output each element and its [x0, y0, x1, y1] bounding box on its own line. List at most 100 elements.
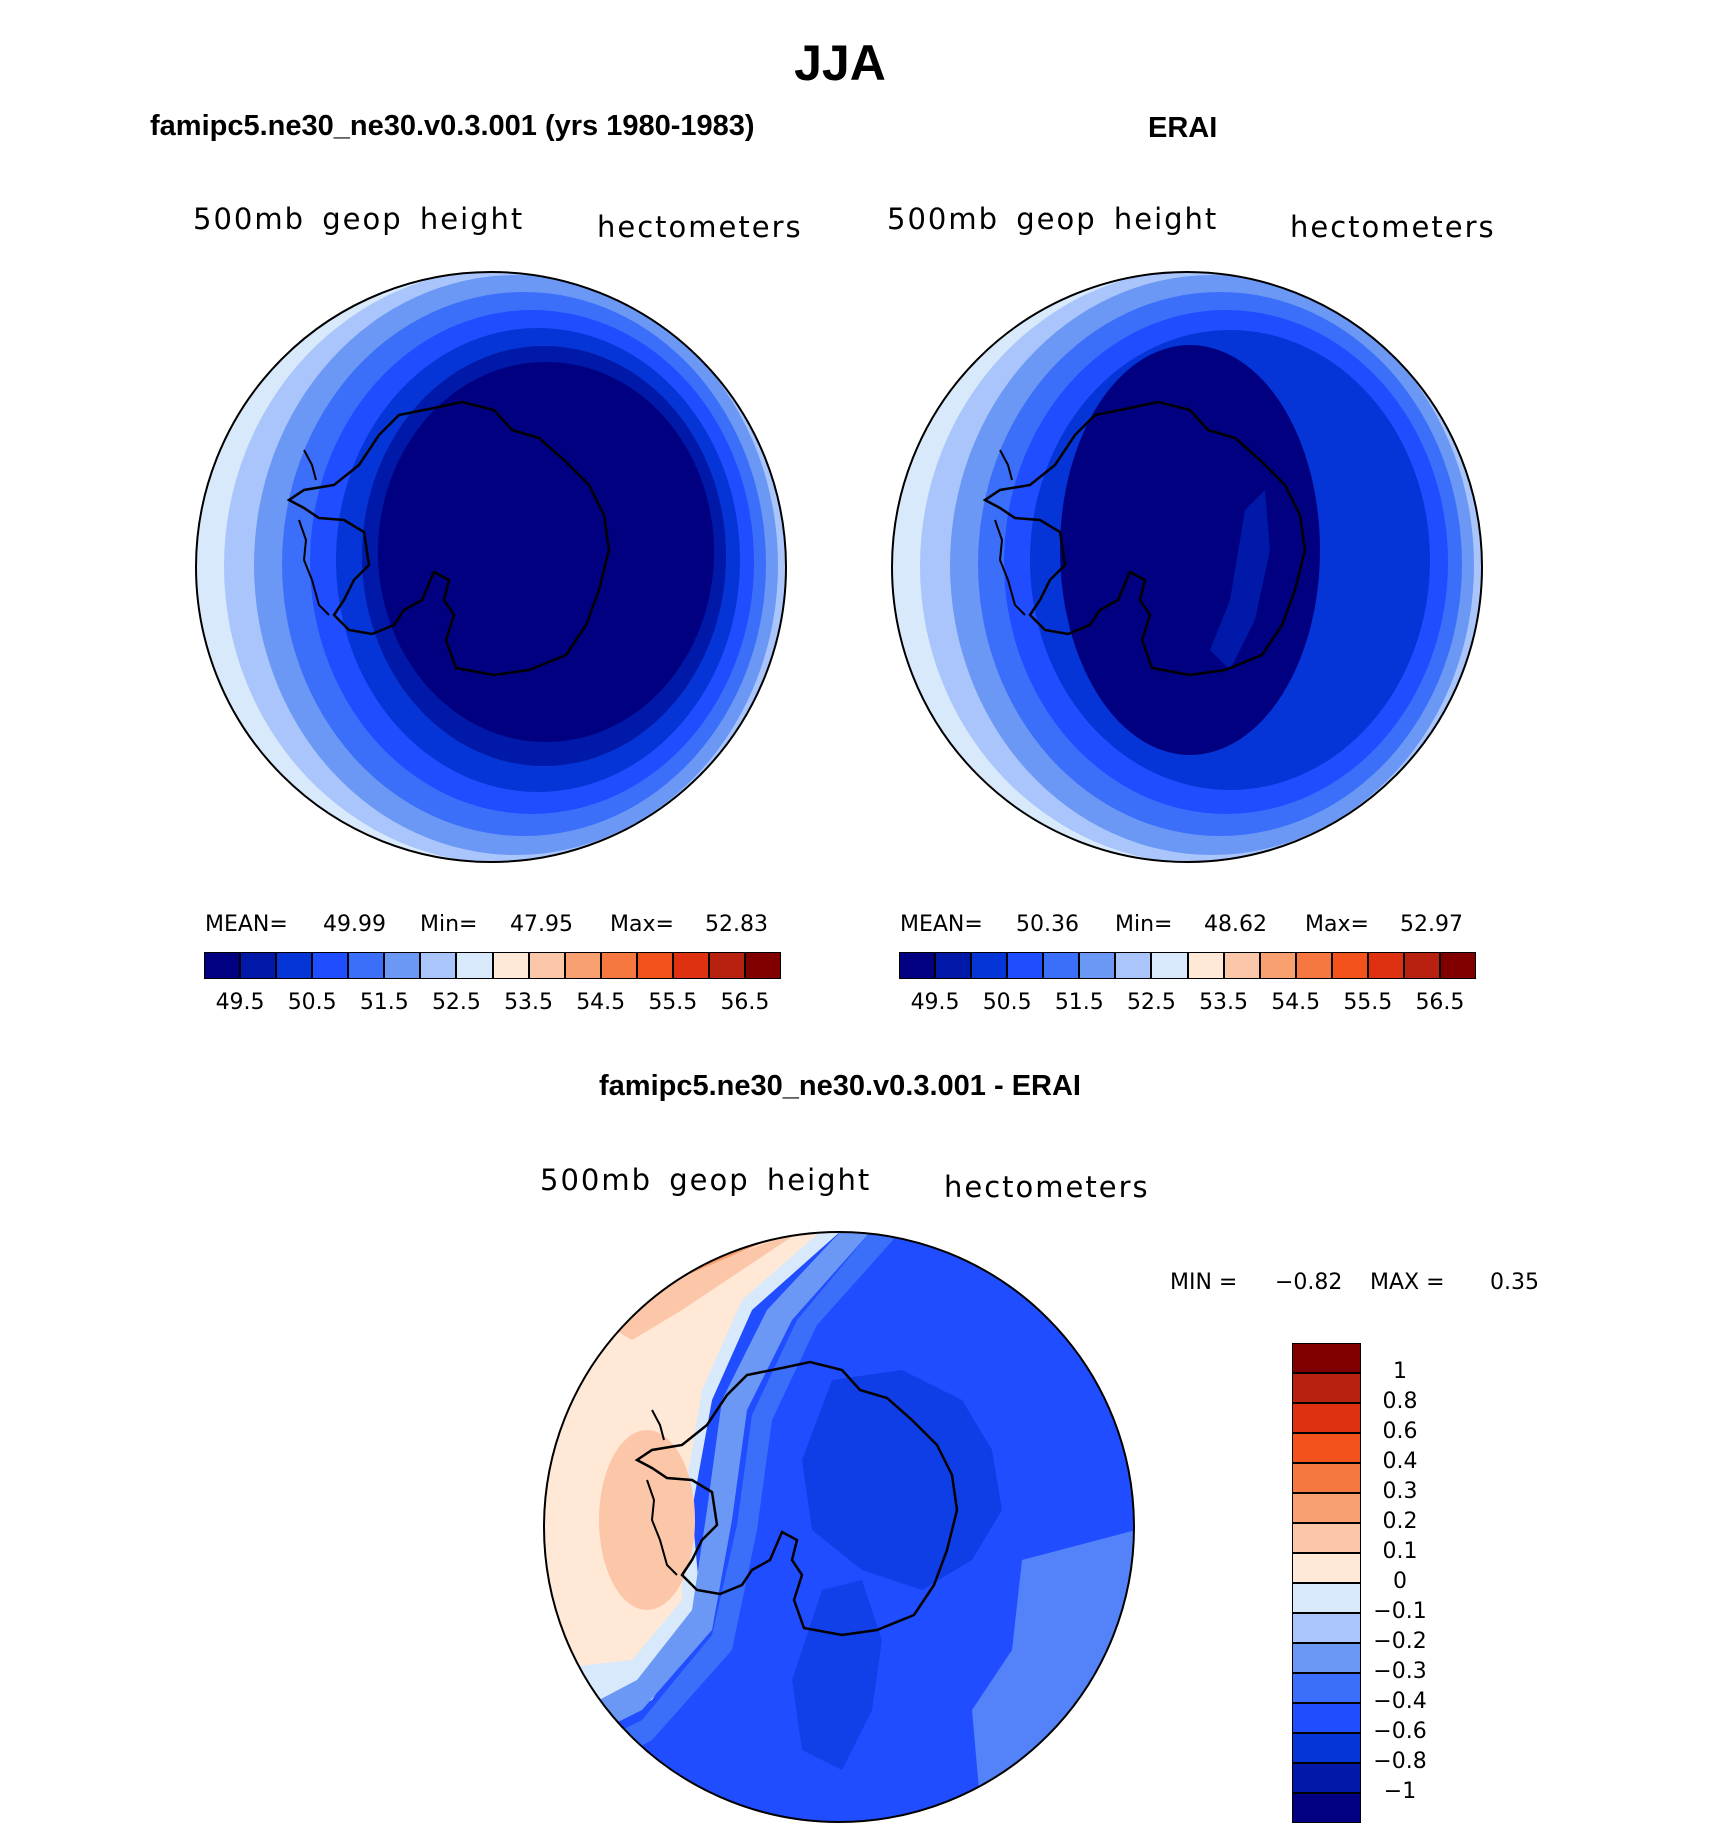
obs-units-label: hectometers [1290, 210, 1496, 244]
panel-model-header: famipc5.ne30_ne30.v0.3.001 (yrs 1980-198… [150, 110, 755, 142]
colorbar-tick-label: 0.1 [1382, 1539, 1418, 1564]
diff-min-label: MIN = [1170, 1270, 1238, 1295]
colorbar-swatch [708, 952, 745, 979]
diff-colorbar-ticks: 1 0.8 0.6 0.4 0.3 0.2 0.1 0 −0.1 −0.2 −0.3 −0.4 −0.6… [1370, 1343, 1470, 1823]
obs-mean-value: 50.36 [1016, 912, 1079, 937]
model-field-label: 500mb geop height [193, 202, 525, 236]
colorbar-swatch [1292, 1433, 1361, 1463]
colorbar-tick-label: 1 [1393, 1359, 1407, 1384]
colorbar-tick-label: −1 [1383, 1779, 1417, 1804]
model-stats: MEAN= 49.99 Min= 47.95 Max= 52.83 [205, 912, 785, 942]
colorbar-swatch [1292, 1643, 1361, 1673]
colorbar-swatch [1292, 1733, 1361, 1763]
page-title: JJA [794, 35, 886, 91]
obs-min-label: Min= [1115, 912, 1173, 937]
colorbar-swatch [1292, 1373, 1361, 1403]
colorbar-swatch [971, 952, 1008, 979]
colorbar-tick-label: 53.5 [1199, 990, 1249, 1015]
obs-min-value: 48.62 [1204, 912, 1267, 937]
colorbar-swatch [1292, 1553, 1361, 1583]
colorbar-swatch [1292, 1343, 1361, 1373]
colorbar-swatch [1367, 952, 1404, 979]
colorbar-swatch [564, 952, 601, 979]
model-mean-value: 49.99 [323, 912, 386, 937]
colorbar-swatch [1115, 952, 1152, 979]
colorbar-swatch [528, 952, 565, 979]
model-max-label: Max= [610, 912, 674, 937]
colorbar-tick-label: −0.4 [1373, 1689, 1427, 1714]
colorbar-tick-label: 51.5 [359, 990, 409, 1015]
diff-colorbar [1292, 1343, 1361, 1823]
colorbar-swatch [636, 952, 673, 979]
antarctica-coastline [982, 400, 1307, 677]
colorbar-tick-label: 0.8 [1382, 1389, 1418, 1414]
colorbar-tick-label: 53.5 [504, 990, 554, 1015]
obs-max-value: 52.97 [1400, 912, 1463, 937]
diff-field-label: 500mb geop height [540, 1163, 872, 1197]
colorbar-swatch [1079, 952, 1116, 979]
colorbar-swatch [312, 952, 349, 979]
diff-min-value: −0.82 [1275, 1270, 1343, 1295]
colorbar-swatch [348, 952, 385, 979]
colorbar-tick-label: 49.5 [215, 990, 265, 1015]
colorbar-swatch [1043, 952, 1080, 979]
colorbar-tick-label: 0.3 [1382, 1479, 1418, 1504]
colorbar-swatch [492, 952, 529, 979]
diff-polar-map [543, 1231, 1135, 1823]
panel-obs-header: ERAI [1148, 112, 1218, 144]
colorbar-swatch [1151, 952, 1188, 979]
colorbar-swatch [1292, 1463, 1361, 1493]
colorbar-swatch [420, 952, 457, 979]
model-colorbar [204, 952, 781, 979]
diff-max-value: 0.35 [1490, 1270, 1539, 1295]
colorbar-swatch [1223, 952, 1260, 979]
colorbar-tick-label: 52.5 [1126, 990, 1176, 1015]
diff-units-label: hectometers [944, 1170, 1150, 1204]
colorbar-swatch [1292, 1583, 1361, 1613]
obs-colorbar-ticks: 49.5 50.5 51.5 52.5 53.5 54.5 55.5 56.5 [899, 990, 1476, 1020]
colorbar-swatch [240, 952, 277, 979]
colorbar-swatch [744, 952, 781, 979]
colorbar-swatch [1292, 1523, 1361, 1553]
colorbar-swatch [276, 952, 313, 979]
colorbar-swatch [456, 952, 493, 979]
colorbar-tick-label: 55.5 [648, 990, 698, 1015]
colorbar-swatch [1292, 1703, 1361, 1733]
colorbar-tick-label: 54.5 [1271, 990, 1321, 1015]
colorbar-swatch [1292, 1793, 1361, 1823]
colorbar-tick-label: −0.2 [1373, 1629, 1427, 1654]
colorbar-swatch [1292, 1403, 1361, 1433]
colorbar-tick-label: 51.5 [1054, 990, 1104, 1015]
obs-colorbar [899, 952, 1476, 979]
colorbar-swatch [384, 952, 421, 979]
model-min-label: Min= [420, 912, 478, 937]
colorbar-tick-label: 55.5 [1343, 990, 1393, 1015]
obs-field-label: 500mb geop height [887, 202, 1219, 236]
colorbar-tick-label: 52.5 [431, 990, 481, 1015]
colorbar-swatch [1403, 952, 1440, 979]
colorbar-tick-label: 56.5 [720, 990, 770, 1015]
colorbar-swatch [1331, 952, 1368, 979]
colorbar-tick-label: −0.8 [1373, 1749, 1427, 1774]
colorbar-tick-label: −0.6 [1373, 1719, 1427, 1744]
colorbar-swatch [1292, 1613, 1361, 1643]
obs-stats: MEAN= 50.36 Min= 48.62 Max= 52.97 [900, 912, 1480, 942]
colorbar-swatch [672, 952, 709, 979]
colorbar-swatch [1292, 1673, 1361, 1703]
diff-max-label: MAX = [1370, 1270, 1445, 1295]
colorbar-tick-label: −0.1 [1373, 1599, 1427, 1624]
obs-polar-map [891, 271, 1483, 863]
colorbar-swatch [935, 952, 972, 979]
colorbar-tick-label: 49.5 [910, 990, 960, 1015]
model-units-label: hectometers [597, 210, 803, 244]
colorbar-tick-label: 50.5 [982, 990, 1032, 1015]
colorbar-tick-label: 54.5 [576, 990, 626, 1015]
colorbar-swatch [1292, 1493, 1361, 1523]
colorbar-swatch [899, 952, 936, 979]
model-min-value: 47.95 [510, 912, 573, 937]
colorbar-swatch [1439, 952, 1476, 979]
colorbar-swatch [1259, 952, 1296, 979]
colorbar-swatch [1295, 952, 1332, 979]
colorbar-swatch [204, 952, 241, 979]
diff-stats: MIN = −0.82 MAX = 0.35 [1170, 1270, 1610, 1300]
